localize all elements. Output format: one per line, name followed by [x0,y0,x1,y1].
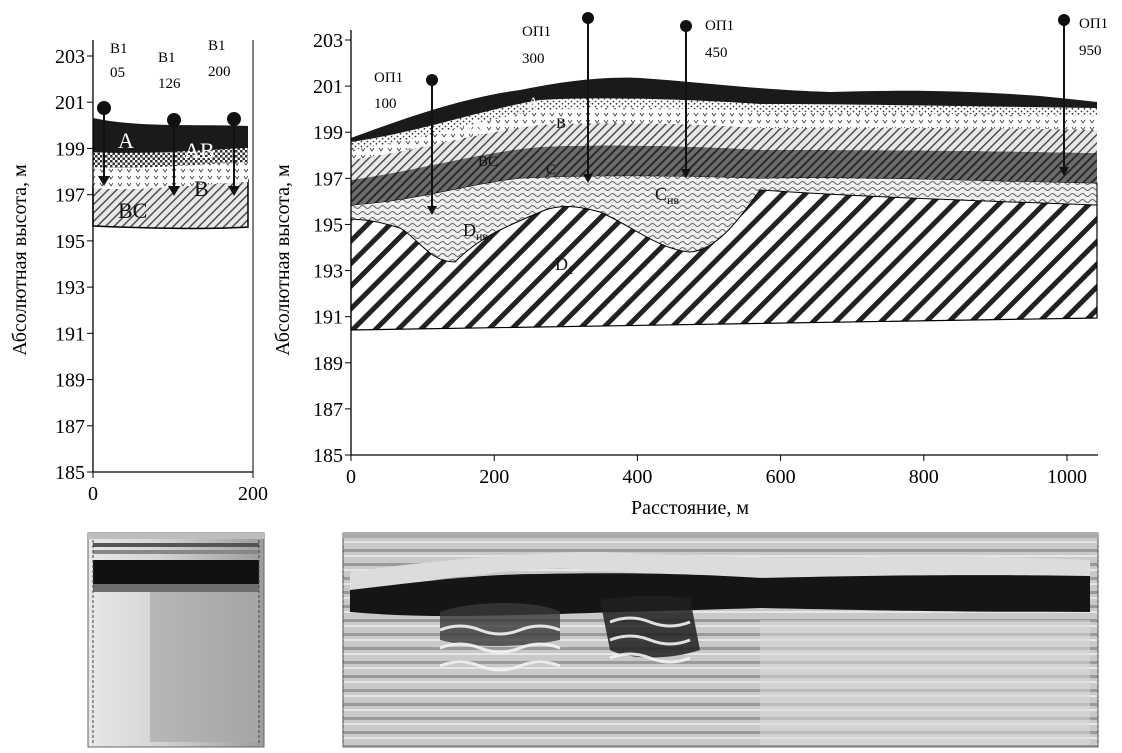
left-layers [92,118,249,230]
right-label-b: B [556,116,566,132]
right-well-950: ОП1 950 [1058,14,1108,176]
left-y-tick-199: 199 [55,138,85,160]
right-label-bc: BC [478,154,498,170]
right-well-300-label2: 300 [522,51,545,67]
left-horizon-labels: A AB B BC [118,128,215,223]
left-y-ticks: 203 201 199 197 195 193 191 189 187 185 [55,46,93,484]
right-horizon-labels: A AB B BC C Cнв Dнв D1 [462,95,679,277]
left-label-ab: AB [184,138,215,163]
right-label-cnb: Cнв [655,184,679,207]
right-label-a: A [528,95,539,111]
left-wells: В1 05 В1 126 В1 200 [97,38,241,196]
right-layer-nb [350,175,1098,263]
left-y-tick-197: 197 [55,185,85,207]
right-x-axis-label: Расстояние, м [631,497,749,519]
left-y-tick-201: 201 [55,92,85,114]
left-x-tick-0: 0 [88,483,98,505]
right-x-tick-1000: 1000 [1047,466,1087,488]
right-y-tick-185: 185 [313,445,343,467]
left-y-tick-193: 193 [55,277,85,299]
right-x-tick-800: 800 [909,466,939,488]
right-well-950-label2: 950 [1079,43,1102,59]
right-layer-b [351,107,1097,160]
right-x-tick-200: 200 [479,466,509,488]
right-x-tick-600: 600 [766,466,796,488]
right-x-ticks: 0 200 400 600 800 1000 [346,455,1087,488]
left-well-200-label1: В1 [208,38,226,54]
right-label-d1: D1 [555,254,574,277]
right-label-ab: AB [462,118,483,134]
right-x-tick-0: 0 [346,466,356,488]
right-label-dnb: Dнв [463,220,488,243]
left-well-200-label2: 200 [208,64,231,80]
right-layer-ab [351,98,1097,150]
left-y-tick-187: 187 [55,416,85,438]
right-y-tick-191: 191 [313,307,343,329]
right-y-ticks: 203 201 199 197 195 193 191 189 187 185 [313,30,351,467]
right-well-100: ОП1 100 [374,70,438,215]
left-well-126: В1 126 [158,50,181,196]
left-y-tick-191: 191 [55,323,85,345]
right-well-100-label1: ОП1 [374,70,403,86]
right-y-tick-189: 189 [313,353,343,375]
left-x-ticks: 0 200 [88,472,268,505]
right-well-450: ОП1 450 [680,18,734,178]
right-well-300-label1: ОП1 [522,24,551,40]
left-label-bc: BC [118,198,147,223]
left-y-axis-label: Абсолютная высота, м [9,164,31,356]
left-x-tick-200: 200 [238,483,268,505]
left-y-tick-195: 195 [55,231,85,253]
right-layer-c [351,145,1097,205]
right-radargram [342,532,1099,748]
right-layer-a [351,77,1097,142]
right-well-450-label1: ОП1 [705,18,734,34]
right-well-100-label2: 100 [374,96,397,112]
right-y-tick-197: 197 [313,168,343,190]
right-wells: ОП1 100 ОП1 300 ОП1 450 ОП1 [374,12,1108,215]
left-layer-a [93,118,248,153]
left-label-b: B [194,176,209,201]
left-well-05-label1: В1 [110,41,128,57]
right-y-tick-195: 195 [313,214,343,236]
left-well-05: В1 05 [97,41,128,186]
right-y-tick-199: 199 [313,122,343,144]
right-label-c: C [546,162,556,178]
left-well-126-label2: 126 [158,76,181,92]
right-y-tick-201: 201 [313,76,343,98]
right-y-axis-label: Абсолютная высота, м [272,164,294,356]
left-well-05-label2: 05 [110,65,125,81]
left-radargram [87,532,265,748]
right-well-950-label1: ОП1 [1079,16,1108,32]
left-y-tick-185: 185 [55,462,85,484]
left-label-a: A [118,128,134,153]
right-layers [350,77,1098,331]
right-well-300: ОП1 300 [522,12,594,183]
right-y-tick-203: 203 [313,30,343,52]
left-y-tick-189: 189 [55,370,85,392]
right-layer-bc [351,123,1097,180]
left-profile-panel: Абсолютная высота, м A AB B BC В1 05 [9,38,268,505]
right-profile-panel: Абсолютная высота, м A AB B BC C Cнв [272,12,1108,519]
right-y-tick-193: 193 [313,261,343,283]
right-x-tick-400: 400 [622,466,652,488]
left-well-200: В1 200 [208,38,241,196]
right-well-450-label2: 450 [705,45,728,61]
right-y-tick-187: 187 [313,399,343,421]
left-y-tick-203: 203 [55,46,85,68]
left-well-126-label1: В1 [158,50,176,66]
